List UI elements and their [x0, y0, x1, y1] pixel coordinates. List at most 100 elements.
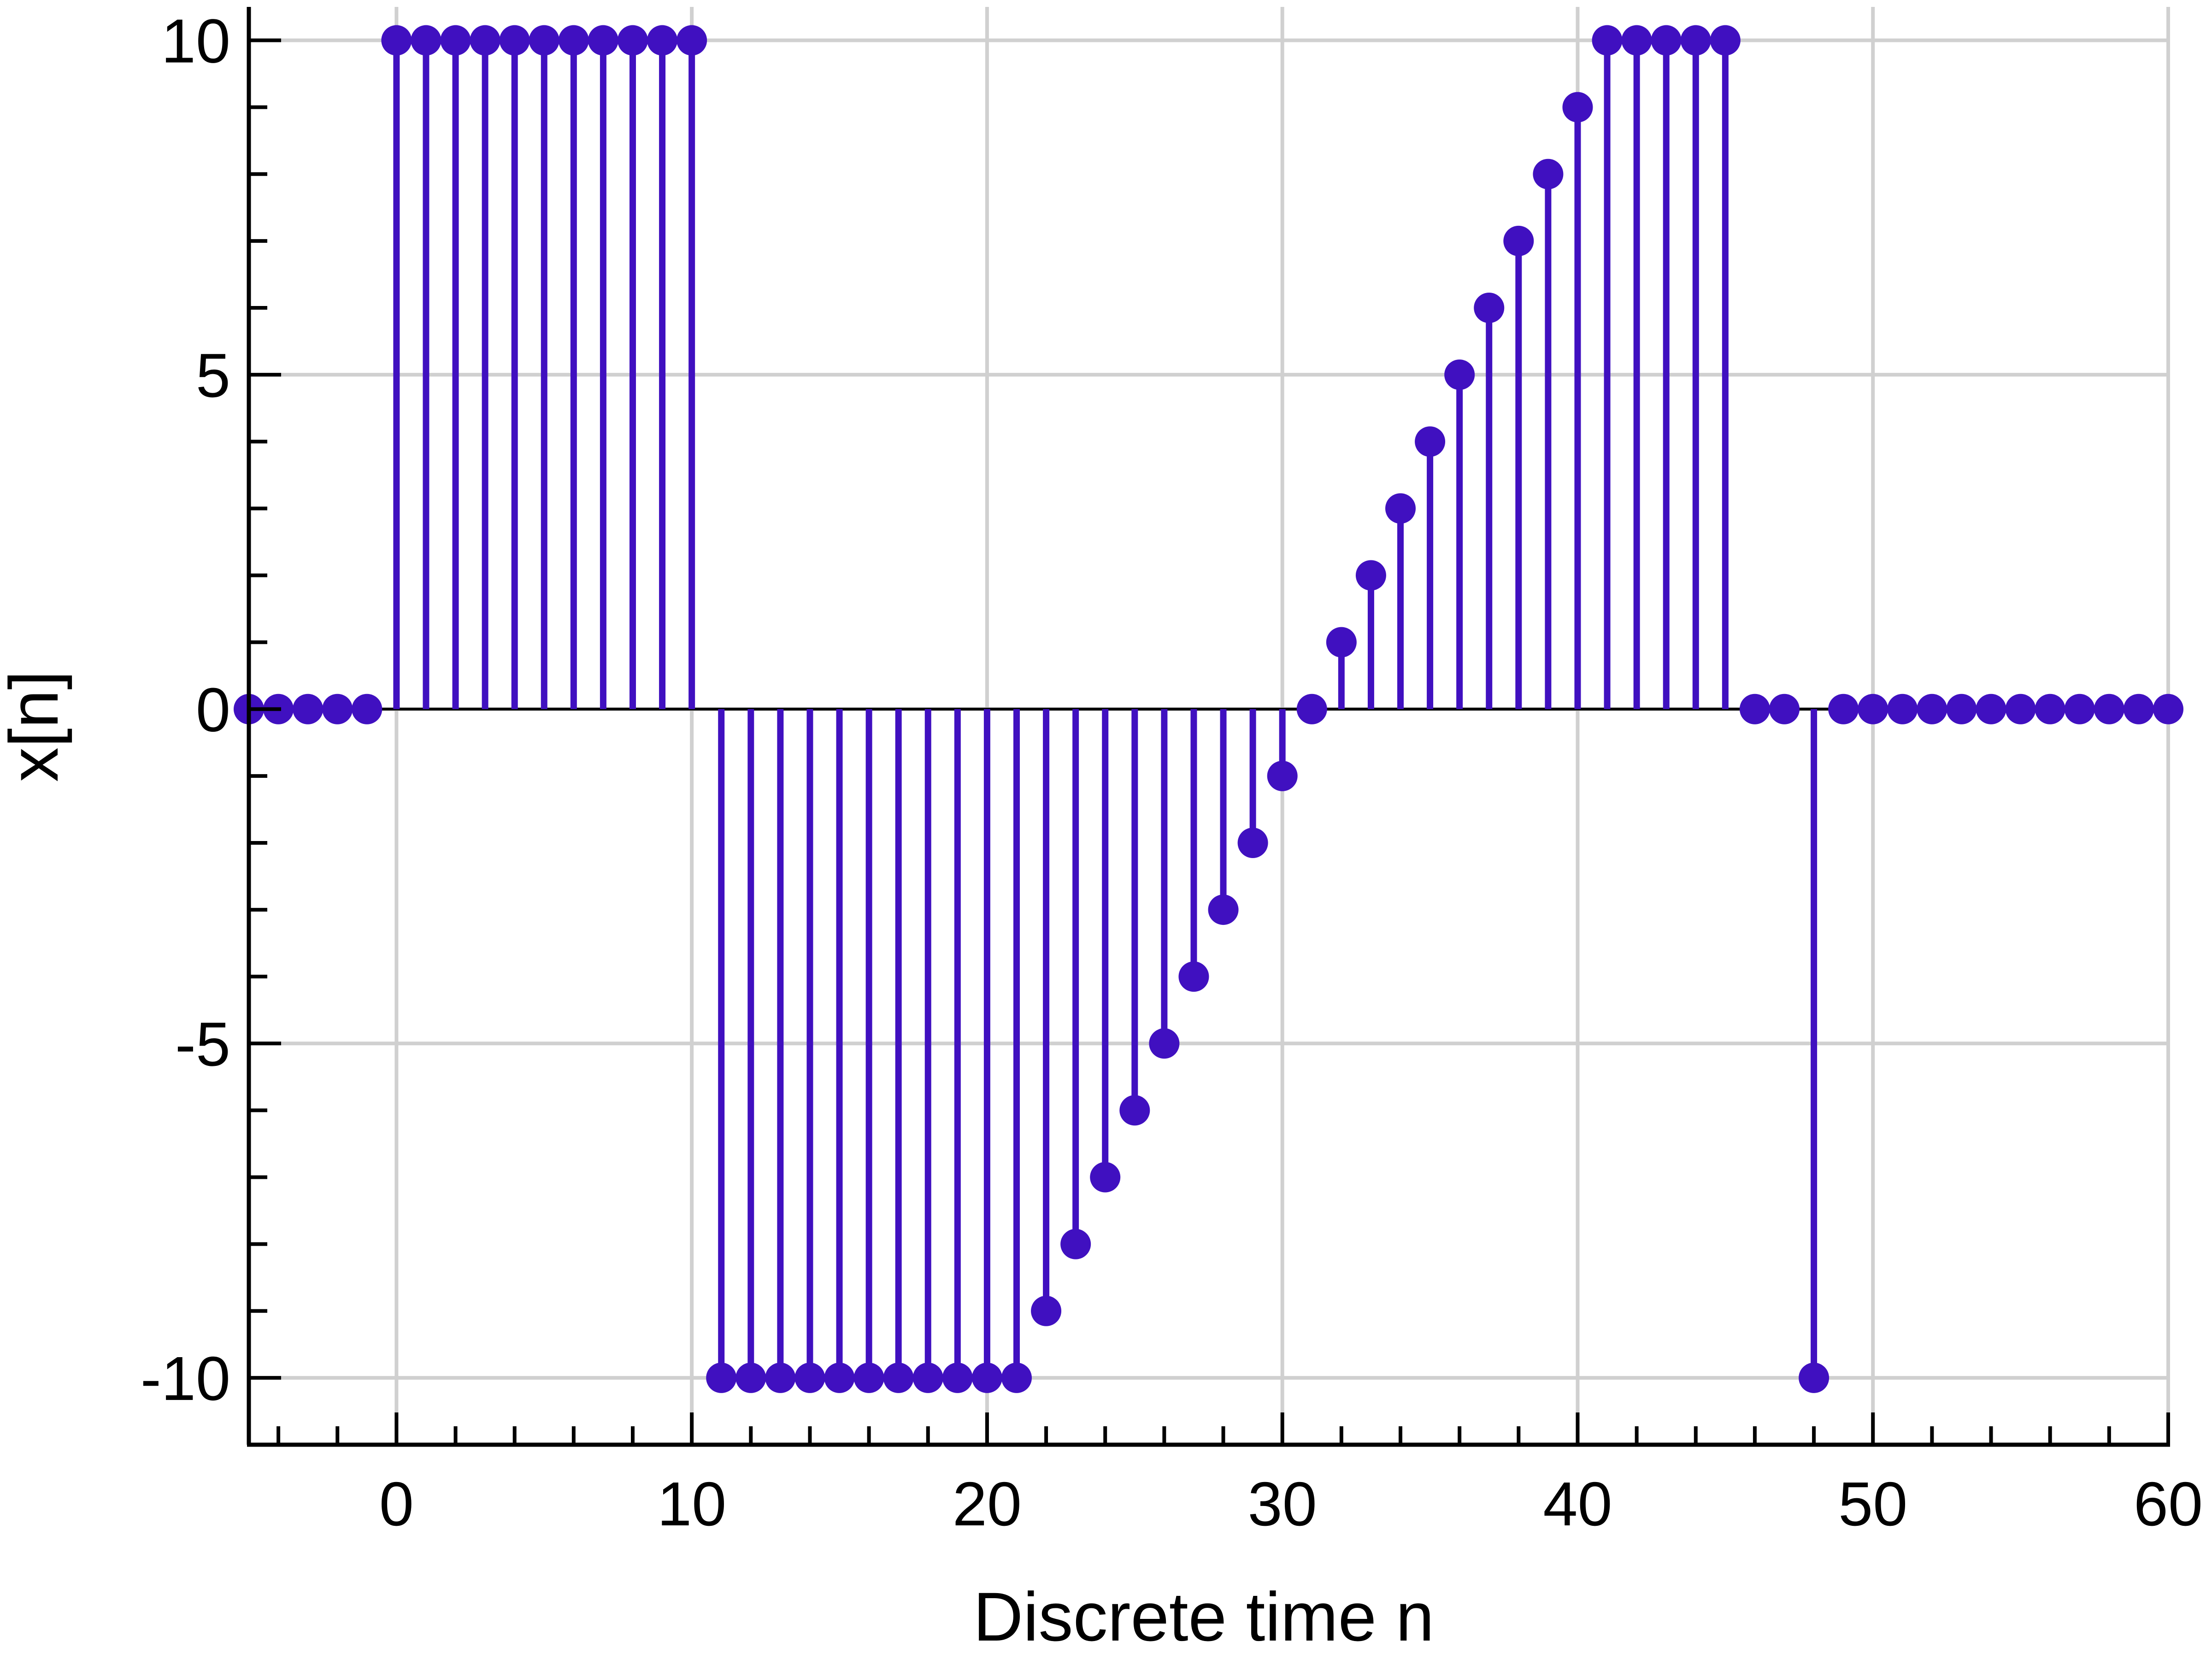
stem-series	[234, 25, 2183, 1393]
stem-point	[440, 25, 471, 709]
stem-marker	[618, 25, 648, 56]
stem-point	[677, 25, 707, 709]
stem-point	[1001, 709, 1032, 1393]
stem-point	[2094, 694, 2124, 724]
x-tick-label: 60	[2134, 1469, 2203, 1539]
stem-marker	[1090, 1162, 1121, 1193]
stem-marker	[1474, 293, 1505, 324]
y-tick-label: -10	[141, 1344, 230, 1413]
stem-point	[1355, 560, 1386, 709]
stem-marker	[1887, 694, 1918, 724]
stem-marker	[1296, 694, 1327, 724]
stem-point	[1621, 25, 1652, 709]
stem-point	[1976, 694, 2006, 724]
stem-point	[1799, 709, 1830, 1393]
stem-point	[1739, 694, 1770, 724]
stem-marker	[1503, 225, 1534, 256]
stem-point	[499, 25, 530, 709]
stem-marker	[1710, 25, 1741, 56]
x-axis-label: Discrete time n	[973, 1578, 1434, 1655]
stem-marker	[1237, 827, 1268, 858]
stem-point	[1562, 92, 1593, 709]
y-tick-label: -5	[175, 1009, 230, 1079]
x-tick-label: 0	[379, 1469, 414, 1539]
x-tick-label: 20	[953, 1469, 1022, 1539]
stem-marker	[2035, 694, 2065, 724]
stem-point	[529, 25, 559, 709]
stem-marker	[1385, 493, 1416, 524]
stem-marker	[824, 1362, 855, 1393]
stem-marker	[2064, 694, 2095, 724]
stem-point	[2005, 694, 2036, 724]
stem-marker	[1355, 560, 1386, 591]
stem-point	[971, 709, 1002, 1393]
stem-point	[1296, 694, 1327, 724]
stem-point	[293, 694, 324, 724]
stem-marker	[1001, 1362, 1032, 1393]
stem-point	[1237, 709, 1268, 858]
stem-point	[470, 25, 500, 709]
stem-marker	[381, 25, 412, 56]
stem-marker	[853, 1362, 884, 1393]
stem-marker	[706, 1362, 737, 1393]
stem-marker	[765, 1362, 796, 1393]
stem-marker	[558, 25, 589, 56]
stem-point	[1090, 709, 1121, 1193]
stem-marker	[794, 1362, 825, 1393]
stem-point	[1828, 694, 1859, 724]
stem-marker	[971, 1362, 1002, 1393]
stem-point	[1592, 25, 1623, 709]
stem-marker	[499, 25, 530, 56]
stem-marker	[677, 25, 707, 56]
stem-point	[912, 709, 943, 1393]
stem-marker	[1060, 1229, 1091, 1259]
x-tick-label: 30	[1248, 1469, 1317, 1539]
stem-point	[1887, 694, 1918, 724]
stem-point	[618, 25, 648, 709]
stem-point	[1474, 293, 1505, 709]
stem-marker	[1533, 159, 1564, 189]
stem-marker	[1562, 92, 1593, 123]
stem-marker	[912, 1362, 943, 1393]
stem-point	[2035, 694, 2065, 724]
x-tick-label: 10	[657, 1469, 726, 1539]
stem-marker	[1149, 1028, 1180, 1059]
stem-point	[1267, 709, 1298, 791]
stem-marker	[322, 694, 353, 724]
stem-marker	[1739, 694, 1770, 724]
stem-marker	[1267, 760, 1298, 791]
stem-point	[2123, 694, 2154, 724]
stem-marker	[942, 1362, 973, 1393]
stem-point	[824, 709, 855, 1393]
stem-point	[1415, 426, 1446, 709]
stem-marker	[2153, 694, 2183, 724]
stem-point	[1208, 709, 1239, 925]
stem-point	[1946, 694, 1977, 724]
stem-point	[1444, 359, 1475, 709]
stem-point	[1651, 25, 1682, 709]
stem-point	[1031, 709, 1062, 1326]
stem-marker	[293, 694, 324, 724]
stem-marker	[1976, 694, 2006, 724]
stem-marker	[1119, 1095, 1150, 1126]
stem-marker	[1031, 1295, 1062, 1326]
stem-point	[765, 709, 796, 1393]
stem-point	[2153, 694, 2183, 724]
stem-point	[1769, 694, 1800, 724]
stem-point	[1385, 493, 1416, 709]
stem-point	[322, 694, 353, 724]
stem-marker	[883, 1362, 914, 1393]
stem-point	[735, 709, 766, 1393]
stem-marker	[1828, 694, 1859, 724]
stem-marker	[1946, 694, 1977, 724]
stem-point	[1149, 709, 1180, 1059]
stem-marker	[1680, 25, 1711, 56]
stem-marker	[1799, 1362, 1830, 1393]
stem-point	[1119, 709, 1150, 1126]
stem-marker	[1592, 25, 1623, 56]
stem-marker	[529, 25, 559, 56]
stem-point	[1858, 694, 1888, 724]
stem-point	[381, 25, 412, 709]
stem-point	[1917, 694, 1947, 724]
stem-marker	[588, 25, 618, 56]
